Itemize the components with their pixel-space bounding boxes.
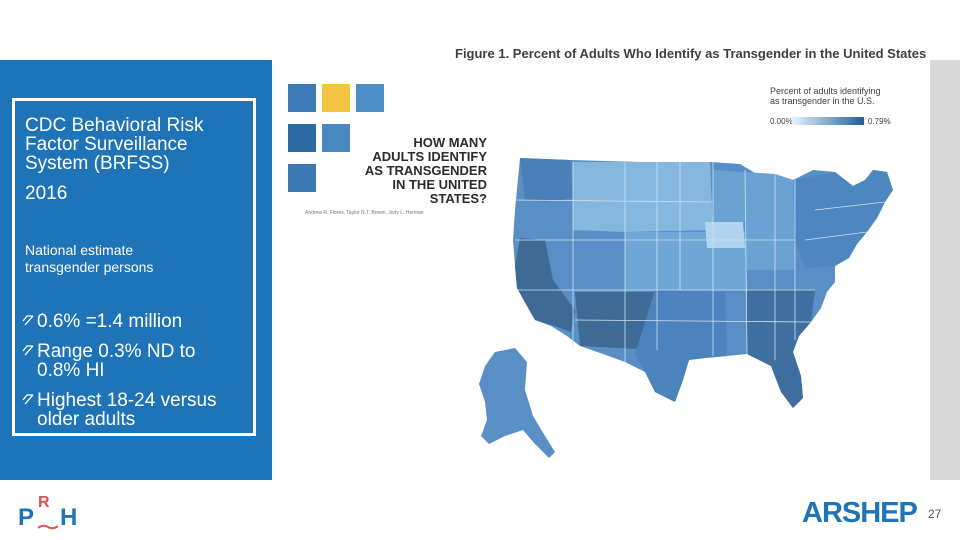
legend-title-line-1: Percent of adults identifying: [770, 86, 881, 96]
heading-line-1: CDC Behavioral Risk: [25, 115, 204, 136]
report-authors: Andrew R. Flores, Taylor N.T. Brown, Jod…: [305, 210, 424, 216]
bullet-item-1: 0.6% =1.4 million: [21, 312, 182, 331]
report-title-line-3: AS TRANSGENDER: [364, 162, 487, 178]
map-region-plains-north: [573, 162, 713, 232]
map-region-midwest: [713, 170, 795, 270]
bullet-icon: [21, 342, 35, 361]
bullet-item-2: Range 0.3% ND to: [21, 342, 195, 361]
map-region-southwest: [575, 292, 657, 350]
bullet-2-line-1: Range 0.3% ND to: [37, 341, 196, 362]
text-box: CDC Behavioral Risk Factor Surveillance …: [12, 98, 256, 436]
map-region-texas: [635, 290, 727, 402]
subheading-line-1: National estimate: [25, 242, 134, 258]
cover-square: [356, 84, 384, 112]
bullet-1-line-1: 0.6% =1.4 million: [37, 311, 183, 332]
report-title-line-4: IN THE UNITED STATES?: [392, 176, 487, 206]
right-scroll-strip: [930, 60, 960, 480]
cover-square: [322, 124, 350, 152]
map-region-iowa: [705, 222, 745, 248]
prh-logo-p: P: [18, 504, 35, 531]
bullet-3-line-2: older adults: [37, 409, 136, 430]
report-title-line-1: HOW MANY: [413, 135, 487, 150]
cover-square: [288, 124, 316, 152]
report-title-line-2: ADULTS IDENTIFY: [372, 148, 487, 164]
prh-logo-wave-icon: [38, 524, 58, 530]
prh-logo: P R H: [18, 494, 86, 532]
prh-logo-r: R: [38, 494, 50, 511]
bullet-item-3: Highest 18-24 versus: [21, 391, 217, 410]
bullet-3-line-1: Highest 18-24 versus: [37, 390, 217, 411]
year-text: 2016: [25, 183, 68, 204]
us-map: [479, 158, 893, 458]
map-region-northeast: [795, 170, 893, 268]
map-region-alaska: [479, 348, 555, 458]
figure-title: Figure 1. Percent of Adults Who Identify…: [455, 46, 927, 61]
bullet-icon: [21, 391, 35, 410]
legend-gradient-bar: [792, 117, 864, 125]
legend-title-line-2: as transgender in the U.S.: [770, 95, 875, 106]
cover-square-grid: [288, 84, 388, 196]
state-borders: [514, 162, 886, 362]
prh-logo-h: H: [60, 504, 78, 531]
legend-min-label: 0.00%: [770, 117, 793, 126]
legend-max-label: 0.79%: [868, 117, 891, 126]
arshep-logo: ARSHEP: [802, 497, 918, 529]
heading-line-3: System (BRFSS): [25, 153, 170, 174]
cover-square: [288, 84, 316, 112]
cover-square: [288, 164, 316, 192]
map-region-northwest: [520, 158, 573, 202]
map-region-west-coast: [515, 238, 575, 332]
cover-square-accent: [322, 84, 350, 112]
report-title: HOW MANY ADULTS IDENTIFY AS TRANSGENDER …: [345, 136, 487, 206]
heading-line-2: Factor Surveillance: [25, 134, 188, 155]
page-number: 27: [928, 507, 942, 521]
bullet-2-line-2: 0.8% HI: [37, 360, 105, 381]
legend-title: Percent of adults identifying as transge…: [770, 86, 900, 107]
subheading-line-2: transgender persons: [25, 259, 154, 275]
map-region-southeast: [747, 290, 815, 408]
bullet-icon: [21, 312, 35, 331]
